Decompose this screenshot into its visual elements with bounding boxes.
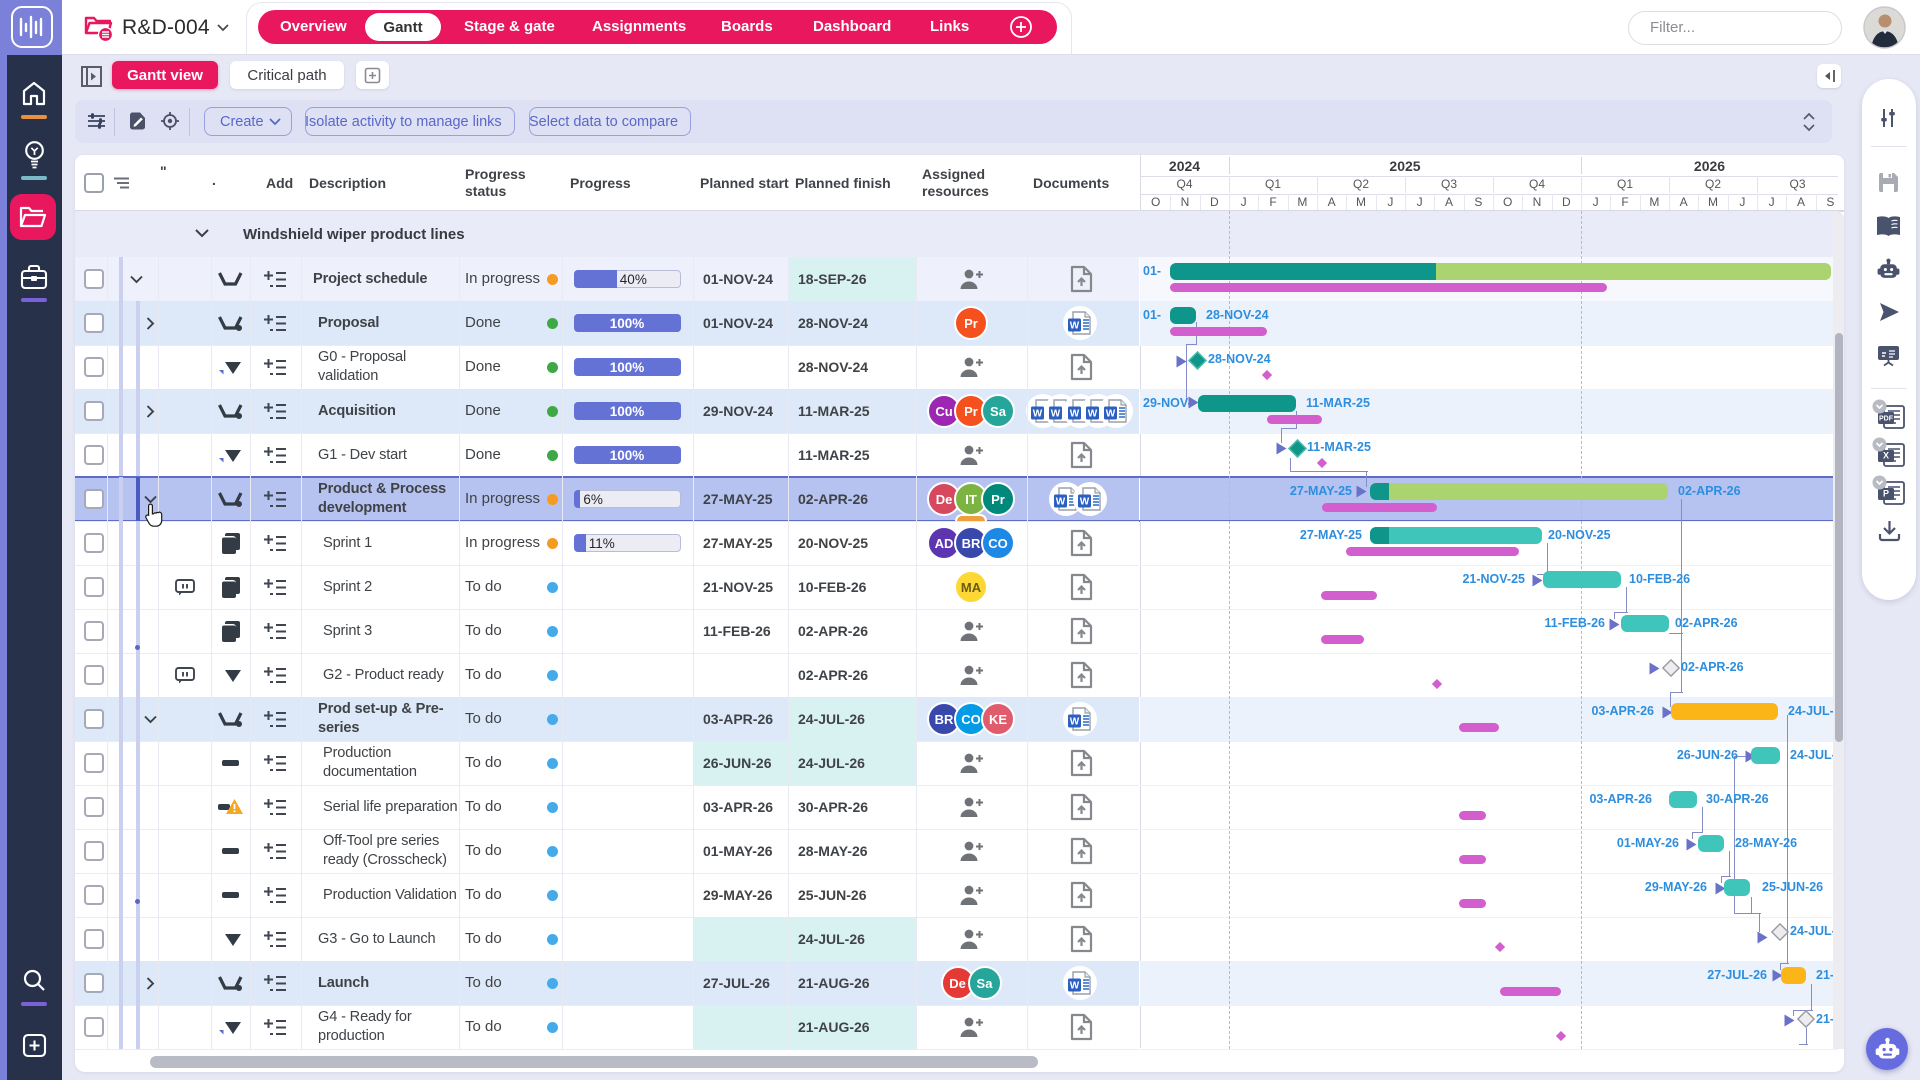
svg-text:W: W — [1070, 409, 1080, 420]
svg-text:W: W — [1080, 497, 1090, 508]
svg-text:X: X — [1883, 451, 1889, 461]
svg-text:W: W — [1051, 409, 1061, 420]
svg-text:PDF: PDF — [1879, 416, 1894, 423]
svg-text:W: W — [1056, 497, 1066, 508]
svg-text:W: W — [1070, 981, 1080, 992]
svg-text:W: W — [1033, 409, 1043, 420]
svg-text:P: P — [1883, 489, 1889, 499]
svg-text:W: W — [1070, 717, 1080, 728]
svg-text:W: W — [1088, 409, 1098, 420]
svg-text:W: W — [1070, 321, 1080, 332]
svg-text:W: W — [1106, 409, 1116, 420]
